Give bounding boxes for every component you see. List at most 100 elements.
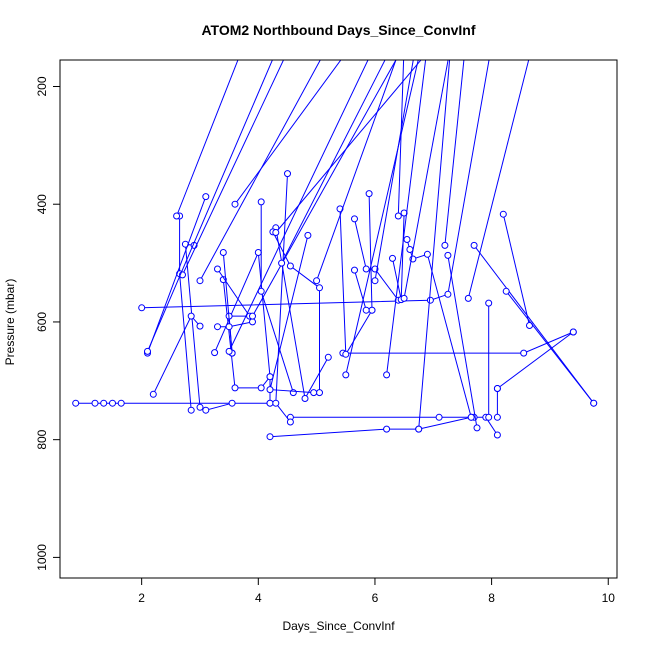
data-point (590, 399, 598, 407)
series-line (406, 239, 472, 418)
data-point (485, 299, 493, 307)
data-point (362, 306, 370, 314)
data-point (400, 294, 408, 302)
series-track (313, 60, 397, 285)
series-track (403, 236, 475, 421)
data-point (394, 212, 402, 220)
data-point (415, 425, 423, 433)
data-point (423, 250, 431, 258)
data-point (493, 385, 501, 392)
series-track (441, 60, 465, 249)
series-track (225, 60, 369, 355)
data-point (249, 312, 256, 320)
series-track (336, 205, 376, 358)
data-point (313, 277, 321, 285)
data-point (144, 347, 151, 355)
data-point (202, 193, 210, 201)
data-point (214, 265, 221, 273)
series-track (365, 190, 376, 314)
data-point (266, 399, 274, 407)
series-line (386, 60, 427, 375)
series-track (400, 60, 449, 302)
data-point (266, 433, 274, 441)
data-point (371, 277, 379, 285)
series-line (222, 279, 271, 389)
data-point (310, 389, 318, 397)
data-point (467, 413, 475, 421)
data-point (225, 323, 233, 331)
series-line (505, 290, 595, 404)
series-line (502, 214, 530, 326)
series-track (383, 60, 427, 379)
data-point (257, 384, 265, 392)
data-series (72, 60, 598, 441)
series-track (342, 60, 419, 379)
data-point (225, 347, 233, 355)
series-line (275, 60, 422, 233)
series-track (485, 299, 493, 421)
y-tick-label: 600 (35, 312, 49, 332)
x-tick-label: 2 (138, 591, 145, 605)
data-point (389, 254, 396, 262)
series-track (266, 231, 318, 397)
series-track (266, 413, 475, 441)
y-tick-label: 1000 (35, 544, 49, 571)
series-track (371, 60, 414, 285)
series-line (234, 60, 342, 205)
data-point (351, 215, 358, 223)
series-line (141, 60, 490, 309)
data-point (196, 277, 204, 285)
data-point (316, 284, 323, 292)
data-point (196, 403, 204, 411)
data-point (187, 406, 195, 414)
series-track (173, 60, 239, 220)
data-point (272, 399, 280, 407)
data-point (117, 399, 125, 407)
series-track (257, 198, 297, 397)
series-line (269, 235, 314, 394)
data-point (266, 373, 274, 381)
data-point (286, 418, 294, 426)
data-point (266, 386, 274, 394)
data-point (365, 190, 373, 198)
data-point (499, 210, 507, 218)
series-track (415, 60, 451, 433)
series-track (149, 312, 204, 398)
data-point (254, 249, 262, 256)
chart-title: ATOM2 Northbound Days_Since_ConvInf (201, 22, 475, 38)
series-track (502, 287, 598, 407)
data-point (286, 262, 294, 270)
series-line (354, 269, 367, 311)
series-track (214, 318, 256, 331)
x-axis: 2 4 6 8 10 (138, 577, 615, 605)
data-point (569, 328, 577, 336)
plot-frame (59, 59, 618, 579)
data-point (351, 266, 358, 274)
data-point (304, 231, 312, 239)
series-track (464, 60, 530, 302)
series-line (316, 60, 397, 281)
data-point (342, 350, 350, 358)
series-track (351, 266, 370, 314)
series-line (397, 60, 405, 217)
series-line (252, 60, 397, 317)
data-point (403, 236, 411, 243)
series-track (272, 170, 294, 426)
data-point (231, 200, 239, 208)
data-point (464, 294, 472, 302)
series-track (493, 328, 577, 392)
series-track (144, 60, 273, 355)
series-track (249, 60, 397, 320)
series-track (272, 224, 332, 402)
series-track (231, 60, 342, 208)
x-axis-label: Days_Since_ConvInf (282, 619, 395, 633)
data-point (214, 323, 221, 331)
data-point (196, 322, 204, 330)
series-line (147, 60, 273, 352)
data-point (435, 413, 443, 421)
data-point (485, 413, 493, 421)
series-line (222, 252, 233, 354)
series-line (497, 331, 574, 389)
data-point (406, 246, 414, 253)
data-point (219, 249, 227, 256)
